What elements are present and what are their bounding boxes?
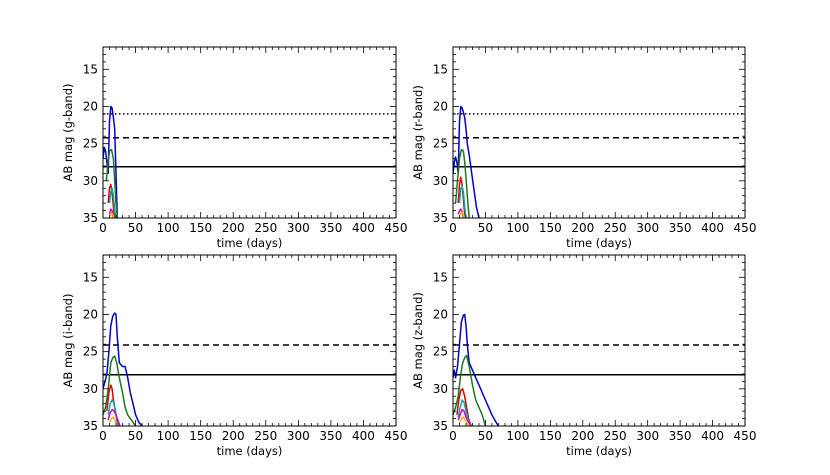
x-tick-label: 350 bbox=[319, 221, 342, 235]
x-tick-label: 300 bbox=[287, 221, 310, 235]
y-tick-label: 20 bbox=[433, 99, 448, 113]
y-tick-label: 25 bbox=[433, 345, 448, 359]
series-line-4 bbox=[457, 408, 472, 426]
series-line-5 bbox=[459, 211, 465, 218]
series-line-0 bbox=[103, 105, 119, 218]
x-tick-label: 100 bbox=[157, 221, 180, 235]
plot-frame bbox=[452, 254, 746, 427]
x-tick-label: 450 bbox=[385, 429, 408, 443]
y-tick-label: 30 bbox=[83, 174, 98, 188]
y-tick-label: 25 bbox=[83, 345, 98, 359]
series-line-1 bbox=[453, 354, 487, 426]
x-tick-label: 450 bbox=[734, 221, 757, 235]
x-tick-label: 450 bbox=[734, 429, 757, 443]
x-tick-label: 250 bbox=[604, 221, 627, 235]
chart-panel-bottom-right: 0 50 100 150 200 250 300 350 400 450 15 20 25 30 35 tim… bbox=[411, 254, 757, 458]
y-tick-label: 30 bbox=[83, 382, 98, 396]
y-tick-label: 20 bbox=[433, 307, 448, 321]
x-tick-label: 350 bbox=[319, 429, 342, 443]
y-tick-label: 35 bbox=[83, 211, 98, 225]
x-tick-label: 150 bbox=[189, 221, 212, 235]
x-tick-label: 350 bbox=[669, 221, 692, 235]
series-group bbox=[103, 312, 143, 426]
x-tick-label: 250 bbox=[254, 429, 277, 443]
x-axis-label: time (days) bbox=[566, 444, 632, 458]
x-tick-label: 150 bbox=[189, 429, 212, 443]
series-group bbox=[453, 313, 500, 426]
chart-panel-bottom-left: 0 50 100 150 200 250 300 350 400 450 15 20 25 30 35 tim… bbox=[61, 254, 408, 458]
x-tick-label: 250 bbox=[254, 221, 277, 235]
series-group bbox=[453, 105, 480, 218]
x-axis-label: time (days) bbox=[217, 444, 283, 458]
x-tick-label: 100 bbox=[506, 221, 529, 235]
y-tick-label: 20 bbox=[83, 99, 98, 113]
chart-panel-top-left: 0 50 100 150 200 250 300 350 400 450 15 20 25 30 35 tim… bbox=[61, 46, 408, 250]
chart-panel-top-right: 0 50 100 150 200 250 300 350 400 450 15 20 25 30 35 tim… bbox=[411, 46, 757, 250]
x-tick-label: 200 bbox=[222, 221, 245, 235]
plot-frame bbox=[102, 254, 397, 427]
x-tick-label: 100 bbox=[506, 429, 529, 443]
y-tick-label: 25 bbox=[433, 137, 448, 151]
x-tick-label: 200 bbox=[222, 429, 245, 443]
x-tick-label: 200 bbox=[571, 221, 594, 235]
y-tick-label: 30 bbox=[433, 382, 448, 396]
series-line-1 bbox=[105, 148, 119, 218]
series-line-5 bbox=[109, 212, 115, 218]
x-tick-label: 400 bbox=[352, 221, 375, 235]
x-tick-label: 0 bbox=[449, 429, 457, 443]
y-axis-label: AB mag (r-band) bbox=[411, 85, 425, 180]
x-tick-label: 50 bbox=[478, 221, 493, 235]
y-axis-label: AB mag (z-band) bbox=[411, 292, 425, 389]
x-tick-label: 450 bbox=[385, 221, 408, 235]
series-line-0 bbox=[103, 312, 143, 426]
series-group bbox=[103, 105, 119, 218]
x-tick-label: 150 bbox=[539, 429, 562, 443]
series-line-2 bbox=[457, 176, 467, 218]
y-axis-label: AB mag (g-band) bbox=[61, 84, 75, 182]
series-line-5 bbox=[458, 416, 470, 426]
series-line-4 bbox=[107, 408, 121, 426]
series-line-3 bbox=[458, 186, 467, 218]
x-tick-label: 150 bbox=[539, 221, 562, 235]
x-tick-label: 50 bbox=[478, 429, 493, 443]
x-tick-label: 0 bbox=[99, 429, 107, 443]
series-line-3 bbox=[107, 399, 121, 426]
series-line-3 bbox=[108, 187, 117, 218]
y-axis-label: AB mag (i-band) bbox=[61, 294, 75, 388]
x-tick-label: 50 bbox=[128, 429, 143, 443]
y-tick-label: 15 bbox=[433, 62, 448, 76]
series-line-1 bbox=[103, 355, 137, 426]
x-tick-label: 200 bbox=[571, 429, 594, 443]
x-tick-label: 350 bbox=[669, 429, 692, 443]
y-tick-label: 25 bbox=[83, 137, 98, 151]
y-tick-label: 35 bbox=[83, 419, 98, 433]
y-tick-label: 15 bbox=[433, 270, 448, 284]
y-tick-label: 20 bbox=[83, 307, 98, 321]
x-tick-label: 0 bbox=[449, 221, 457, 235]
series-line-0 bbox=[453, 313, 500, 426]
x-tick-label: 400 bbox=[701, 221, 724, 235]
series-line-5 bbox=[108, 416, 119, 426]
plot-frame bbox=[102, 46, 397, 219]
y-tick-label: 35 bbox=[433, 419, 448, 433]
x-tick-label: 100 bbox=[157, 429, 180, 443]
x-tick-label: 50 bbox=[128, 221, 143, 235]
x-tick-label: 250 bbox=[604, 429, 627, 443]
x-axis-label: time (days) bbox=[566, 236, 632, 250]
series-line-1 bbox=[454, 148, 470, 218]
y-tick-label: 35 bbox=[433, 211, 448, 225]
x-tick-label: 400 bbox=[352, 429, 375, 443]
x-tick-label: 300 bbox=[287, 429, 310, 443]
plot-frame bbox=[452, 46, 746, 219]
y-tick-label: 15 bbox=[83, 270, 98, 284]
series-line-0 bbox=[453, 105, 480, 218]
y-tick-label: 30 bbox=[433, 174, 448, 188]
x-tick-label: 400 bbox=[701, 429, 724, 443]
x-axis-label: time (days) bbox=[217, 236, 283, 250]
x-tick-label: 300 bbox=[636, 221, 659, 235]
x-tick-label: 300 bbox=[636, 429, 659, 443]
y-tick-label: 15 bbox=[83, 62, 98, 76]
x-tick-label: 0 bbox=[99, 221, 107, 235]
